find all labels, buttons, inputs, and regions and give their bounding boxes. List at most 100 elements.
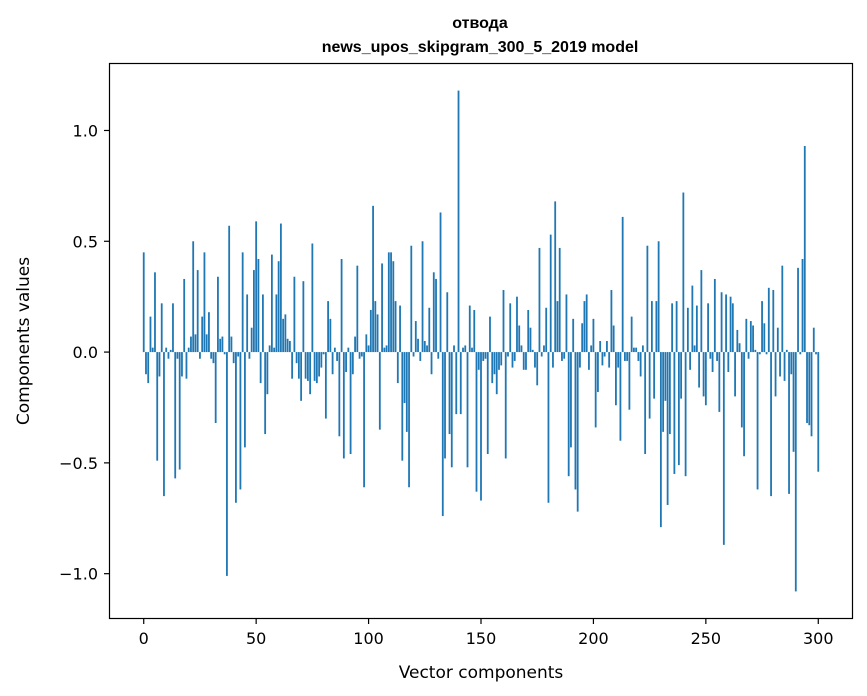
bar [610, 290, 613, 353]
bar [219, 338, 222, 353]
bar [477, 352, 480, 370]
bar [507, 352, 509, 357]
bar [536, 352, 539, 386]
bar [624, 352, 626, 361]
bar [201, 316, 204, 353]
bar [169, 349, 172, 353]
y-axis-label: Components values [14, 257, 34, 425]
bar [426, 345, 428, 353]
bar [151, 347, 154, 353]
bar [187, 347, 190, 353]
bar [473, 309, 476, 353]
bar [644, 352, 647, 455]
x-tick-label: 50 [246, 629, 266, 648]
bar [392, 261, 395, 353]
bar [637, 352, 640, 361]
bar [581, 323, 584, 353]
bar [288, 341, 291, 353]
bar [273, 347, 276, 353]
bar [262, 294, 264, 353]
bar [237, 352, 240, 357]
y-tick-label: 0.0 [73, 343, 98, 362]
bar [810, 352, 813, 437]
bar [500, 352, 503, 366]
bar [588, 352, 590, 370]
bar [612, 325, 615, 353]
bar [432, 272, 435, 353]
bar [367, 345, 370, 353]
bar [599, 341, 602, 353]
bar [167, 352, 170, 359]
bar [297, 352, 300, 379]
bar [174, 352, 177, 479]
bar [552, 352, 554, 368]
bar [255, 221, 258, 353]
bar [815, 352, 817, 355]
bar [529, 327, 532, 353]
bar [347, 347, 350, 353]
bar [558, 247, 561, 353]
bar [511, 352, 514, 368]
bar [626, 352, 629, 361]
bar [351, 352, 354, 375]
bar [455, 352, 458, 415]
chart-title: отвода [452, 15, 508, 32]
x-tick-label: 100 [353, 629, 384, 648]
bar [293, 276, 296, 353]
bar [727, 352, 730, 373]
bar [423, 341, 426, 353]
bar [489, 316, 491, 353]
bar [360, 352, 363, 357]
bar [525, 352, 527, 370]
bar [689, 352, 692, 370]
bar [230, 336, 233, 353]
bar [363, 352, 365, 488]
bar [534, 352, 536, 368]
bar [504, 352, 507, 459]
bar [738, 343, 741, 353]
bar [493, 352, 496, 375]
bar [655, 301, 658, 353]
bar [518, 325, 521, 353]
bar [403, 352, 406, 404]
bar [522, 352, 525, 370]
bar [414, 321, 417, 353]
bar [435, 278, 437, 353]
bar [731, 303, 734, 353]
bar [531, 349, 534, 353]
bar [338, 352, 341, 437]
bar [729, 296, 732, 353]
bar [808, 352, 811, 426]
bar [792, 352, 795, 452]
bar [387, 252, 390, 353]
bar [444, 352, 446, 459]
bar [799, 352, 802, 355]
bar [205, 334, 208, 353]
chart-subtitle: news_upos_skipgram_300_5_2019 model [322, 39, 639, 56]
bar [313, 352, 316, 381]
bar [495, 352, 498, 395]
bar [677, 352, 680, 466]
bar [468, 305, 471, 353]
bar [574, 352, 577, 490]
bar [794, 352, 797, 592]
bar [498, 352, 500, 370]
bar [543, 345, 545, 353]
bar [176, 352, 179, 359]
bar [682, 192, 685, 353]
bar [538, 247, 541, 353]
bar [295, 352, 298, 364]
x-tick-label: 150 [466, 629, 497, 648]
bar [601, 352, 604, 366]
bar [419, 352, 422, 361]
bar [765, 352, 768, 355]
bar [758, 352, 761, 355]
bar [597, 352, 599, 392]
bar [156, 352, 159, 461]
bar [471, 347, 473, 353]
bar [154, 272, 156, 353]
bar [376, 314, 379, 353]
bar [572, 318, 575, 353]
bar [740, 352, 743, 428]
bar [779, 352, 781, 377]
